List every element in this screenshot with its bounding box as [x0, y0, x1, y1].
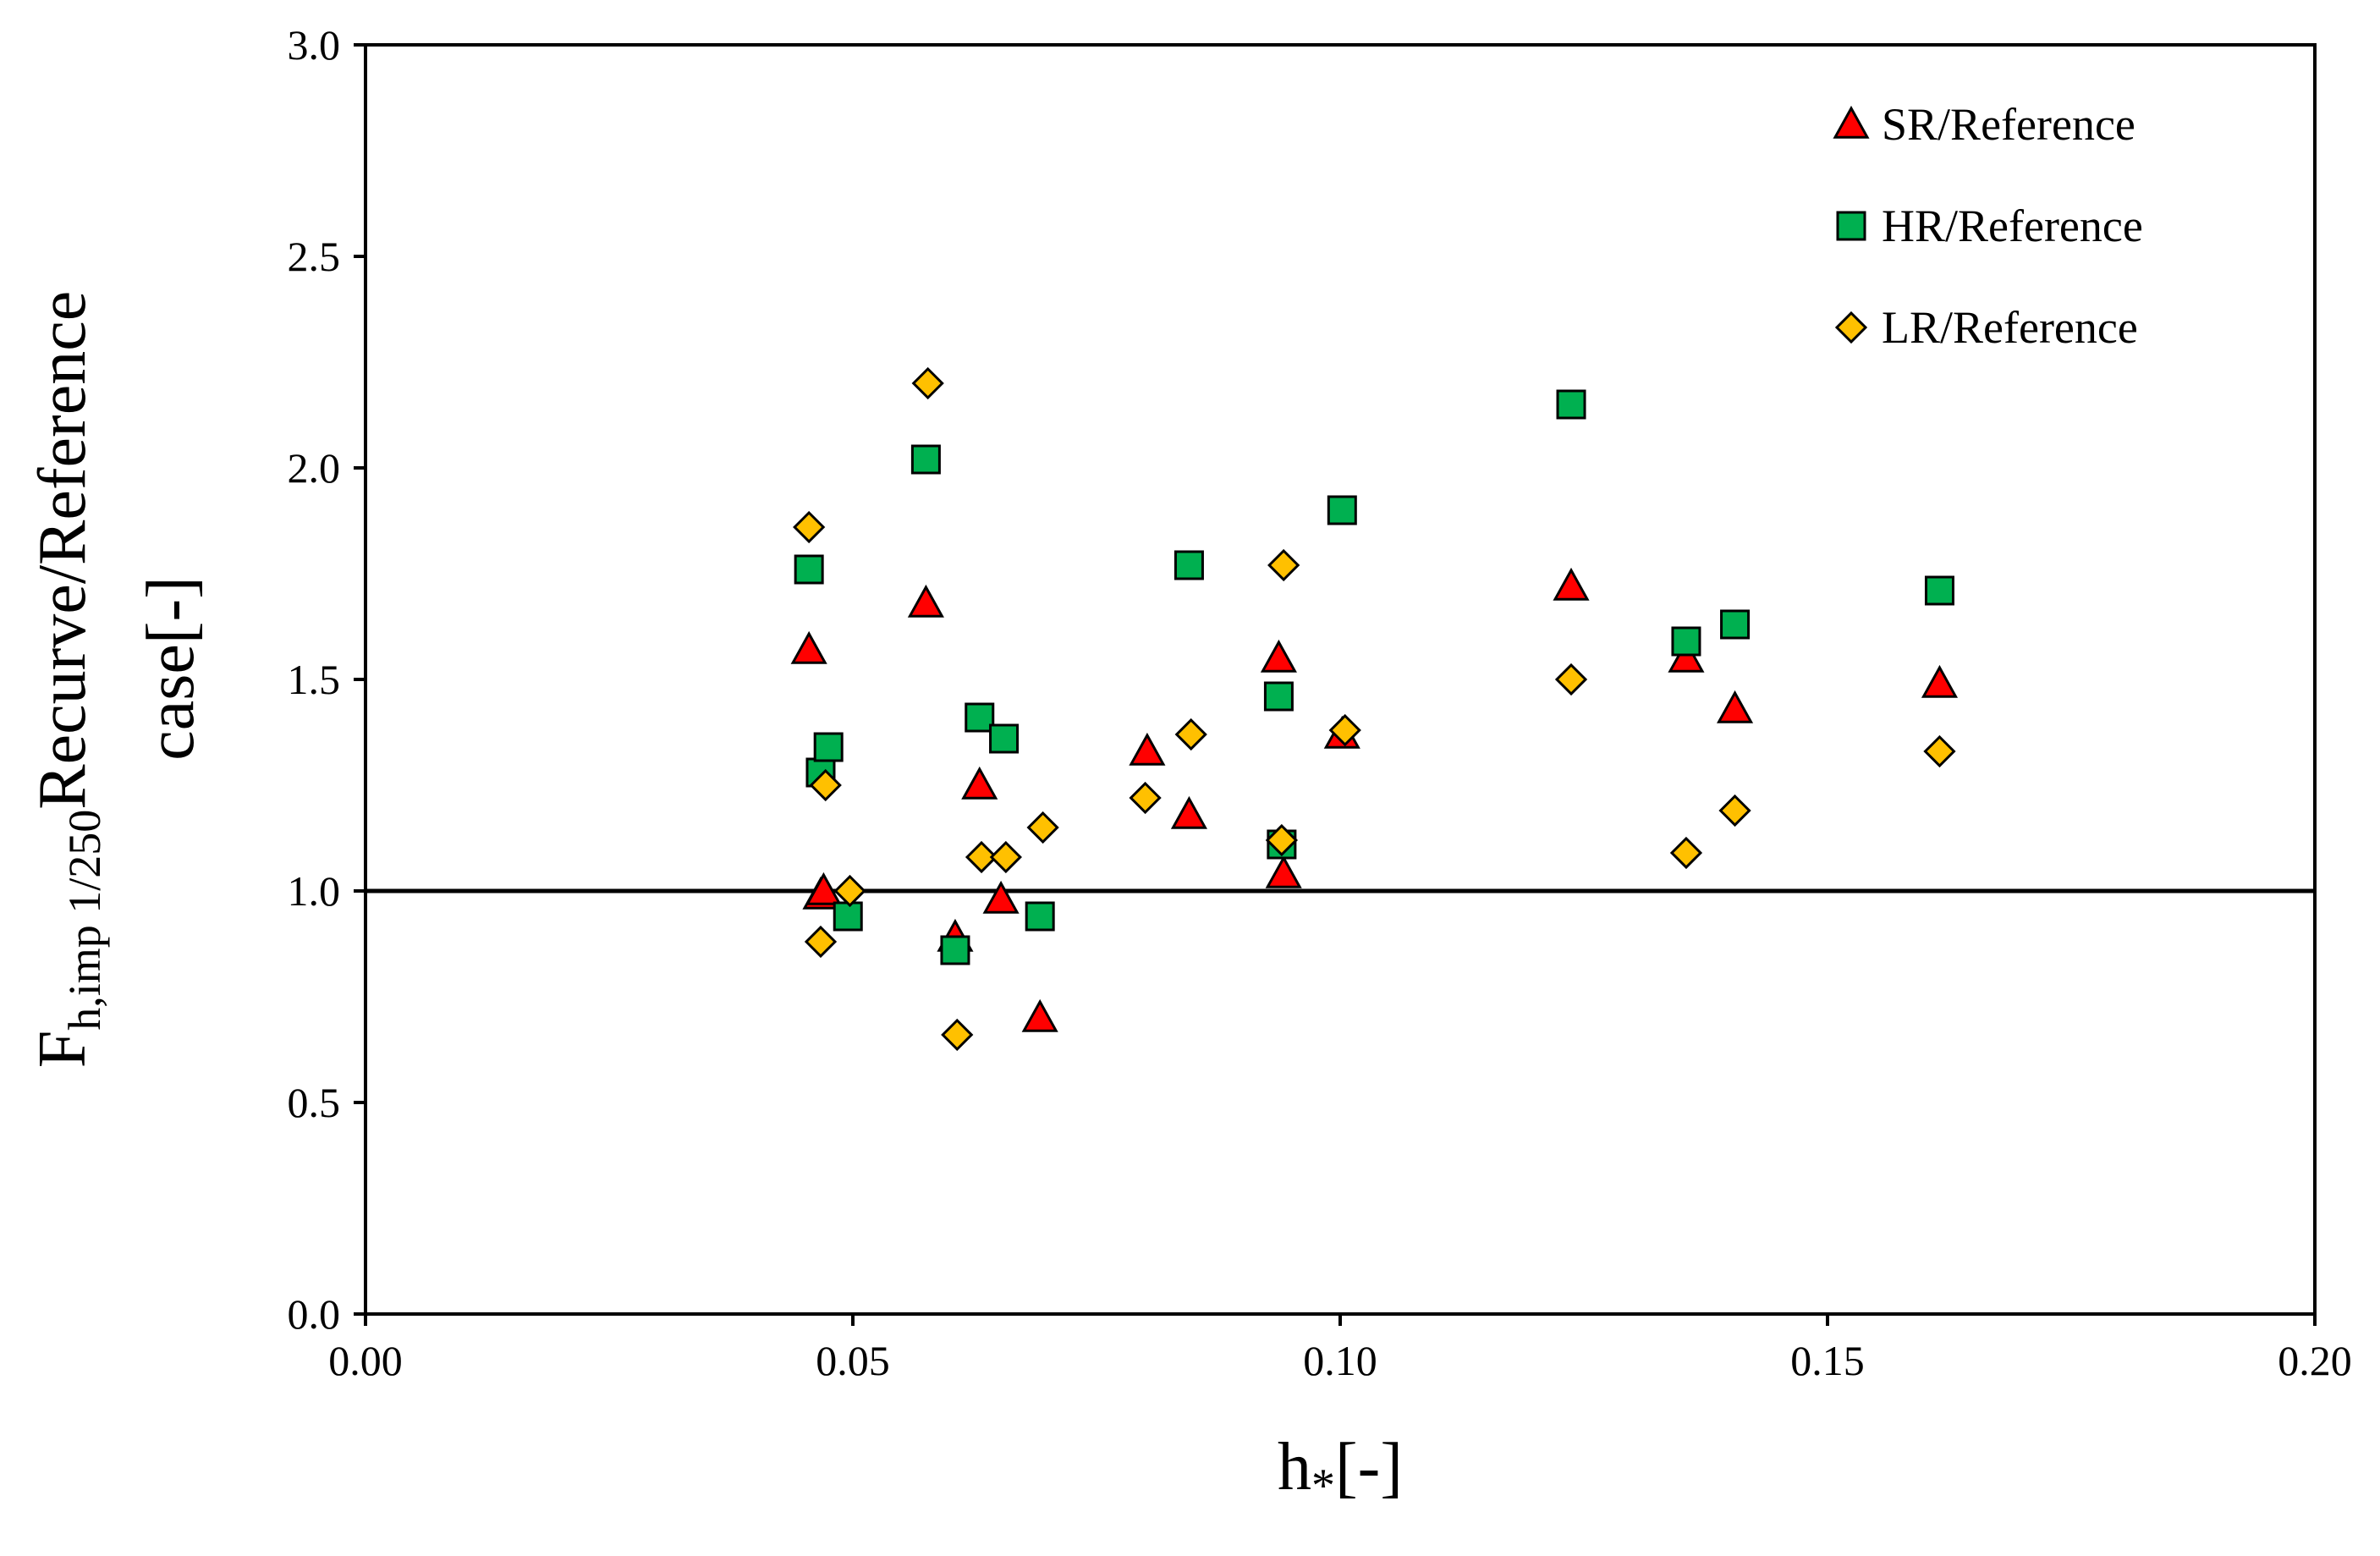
y-axis-label-base: F — [25, 1031, 100, 1069]
hr-point — [794, 554, 824, 585]
hr-point — [989, 723, 1020, 754]
hr-point — [965, 702, 995, 733]
lr-point — [1129, 781, 1162, 815]
legend-marker-sr — [1833, 105, 1870, 139]
lr-point — [1174, 718, 1207, 751]
axes-group: 0.00 0.05 0.10 0.15 0.20 0.0 0.5 1.0 1.5 2.0 2.5 3.… — [288, 21, 2352, 1384]
hr-point — [1720, 609, 1751, 640]
y-tick-label: 2.5 — [288, 233, 341, 280]
x-tick-label: 0.15 — [1790, 1337, 1865, 1384]
y-tick-label: 1.0 — [288, 867, 341, 915]
legend-label-lr: LR/Reference — [1882, 302, 2138, 353]
y-tick-label: 0.0 — [288, 1290, 341, 1338]
sr-point — [1021, 998, 1058, 1032]
y-axis-label-subscript: h,imp 1/250 — [59, 810, 110, 1031]
sr-point — [907, 584, 944, 618]
y-axis-label-main: Recurve/Reference — [25, 291, 100, 810]
sr-point — [982, 880, 1020, 914]
sr-point — [1921, 664, 1959, 698]
lr-point — [1718, 794, 1751, 827]
hr-point — [1263, 681, 1294, 712]
hr-point — [813, 732, 844, 762]
y-axis-label-line1: Fh,imp 1/250Recurve/Reference — [25, 291, 110, 1068]
x-axis-label-base: h — [1278, 1430, 1311, 1504]
hr-point — [910, 444, 941, 475]
data-points-group — [790, 366, 1959, 1052]
lr-point — [965, 840, 998, 874]
sr-point — [1668, 639, 1705, 673]
hr-point — [833, 901, 863, 932]
y-tick-label: 3.0 — [288, 21, 341, 69]
lr-point — [1267, 548, 1300, 582]
sr-point — [1553, 567, 1590, 601]
x-tick-label: 0.00 — [328, 1337, 403, 1384]
axis-labels-group: h*[-] Fh,imp 1/250Recurve/Reference case[-… — [25, 291, 1403, 1512]
lr-point — [911, 366, 944, 400]
hr-point — [1174, 550, 1204, 580]
x-axis-label: h*[-] — [1278, 1430, 1403, 1512]
x-tick-label: 0.10 — [1303, 1337, 1377, 1384]
y-tick-label: 0.5 — [288, 1079, 341, 1126]
x-tick-label: 0.20 — [2278, 1337, 2352, 1384]
sr-point — [805, 871, 842, 905]
sr-point — [1170, 795, 1207, 829]
lr-point — [1265, 823, 1299, 857]
hr-point — [1924, 575, 1954, 606]
legend-marker-lr — [1834, 311, 1868, 344]
sr-point — [1717, 690, 1754, 723]
sr-point — [961, 766, 998, 800]
lr-point — [804, 925, 838, 959]
y-axis-label-line2: case[-] — [134, 576, 208, 761]
y-tick-label: 1.5 — [288, 656, 341, 703]
sr-point — [1265, 855, 1302, 888]
lr-point — [1328, 713, 1361, 747]
lr-point — [941, 1018, 974, 1052]
hr-point — [1025, 901, 1055, 932]
sr-point — [790, 630, 827, 664]
lr-point — [1669, 836, 1703, 870]
lr-point — [793, 510, 826, 544]
lr-point — [833, 874, 866, 908]
lr-point — [1026, 811, 1059, 844]
lr-point — [1554, 663, 1588, 696]
y-tick-label: 2.0 — [288, 444, 341, 492]
hr-point — [1556, 389, 1586, 420]
lr-point — [1923, 734, 1956, 768]
sr-point — [1129, 732, 1166, 766]
x-axis-label-subscript: * — [1311, 1460, 1335, 1512]
legend-label-sr: SR/Reference — [1882, 99, 2135, 150]
lr-point — [989, 840, 1022, 874]
legend: SR/Reference HR/Reference LR/Reference — [1833, 99, 2143, 353]
x-tick-label: 0.05 — [816, 1337, 890, 1384]
lr-point — [809, 768, 842, 802]
x-axis-label-suffix: [-] — [1335, 1430, 1403, 1504]
legend-label-hr: HR/Reference — [1882, 201, 2143, 251]
legend-marker-hr — [1836, 211, 1866, 241]
hr-point — [940, 935, 970, 965]
hr-point — [1327, 495, 1357, 525]
sr-point — [1260, 639, 1297, 673]
hr-point — [1671, 626, 1701, 657]
